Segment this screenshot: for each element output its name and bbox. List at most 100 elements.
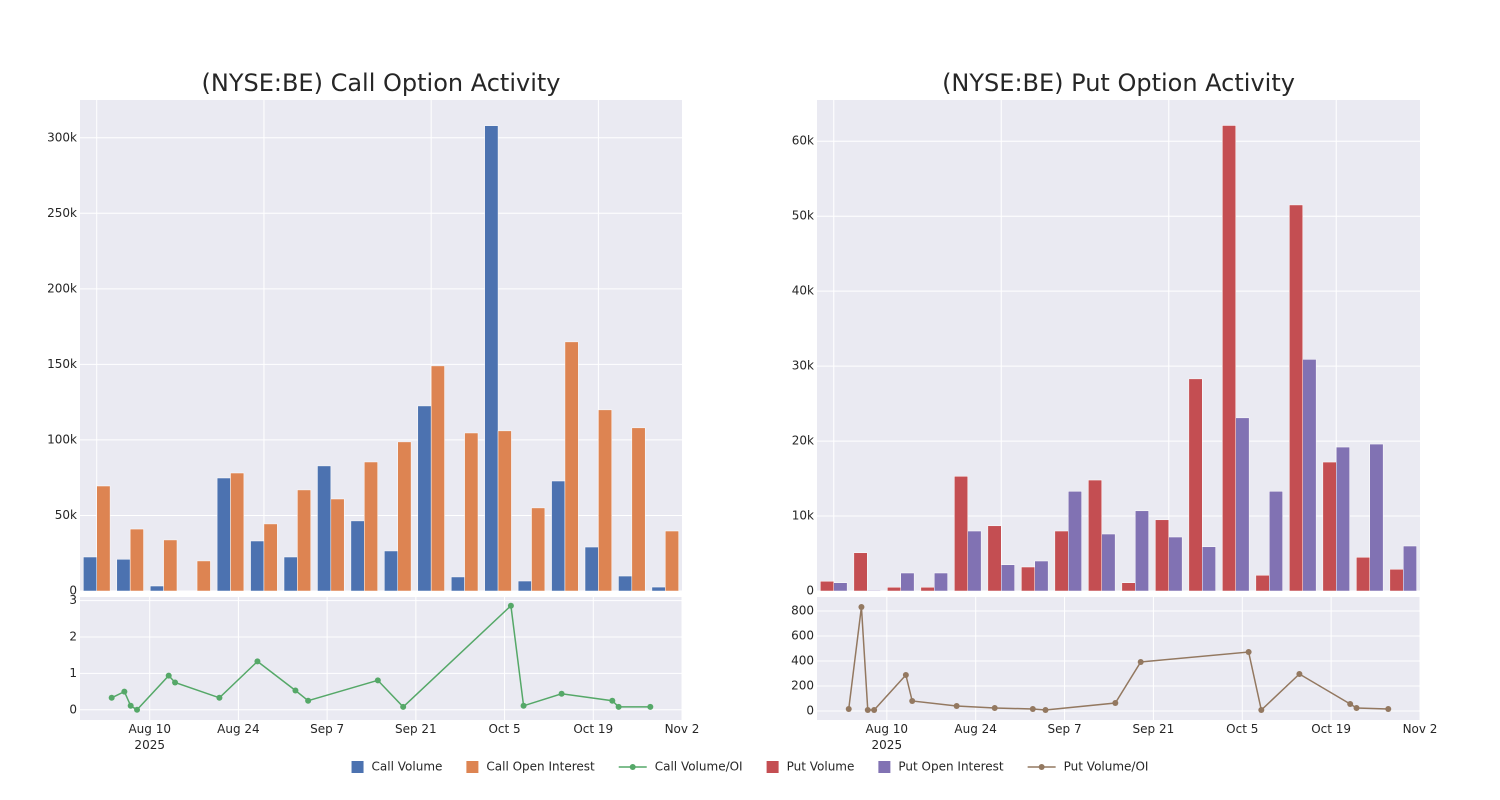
bar bbox=[196, 560, 211, 592]
point bbox=[292, 687, 299, 694]
legend: Call Volume Call Open Interest Call Volume… bbox=[351, 760, 1149, 774]
y-tick-label: 0 bbox=[806, 704, 814, 718]
point bbox=[121, 688, 128, 695]
chart-title: (NYSE:BE) Call Option Activity bbox=[202, 69, 561, 97]
x-tick-label: Nov 2 bbox=[664, 722, 700, 736]
point bbox=[909, 698, 916, 704]
bar bbox=[1202, 546, 1216, 592]
bar bbox=[900, 572, 915, 592]
x-tick-label: Oct 5 bbox=[1226, 722, 1259, 736]
bar bbox=[364, 461, 378, 592]
point bbox=[871, 707, 878, 713]
bar bbox=[867, 590, 881, 592]
bar bbox=[350, 520, 365, 592]
bar bbox=[384, 550, 398, 592]
chart-title: (NYSE:BE) Put Option Activity bbox=[942, 69, 1295, 97]
legend-marker bbox=[1027, 764, 1056, 770]
bar bbox=[1235, 417, 1250, 592]
bar bbox=[430, 365, 445, 592]
bar bbox=[317, 465, 332, 592]
point bbox=[609, 697, 616, 704]
bar bbox=[598, 409, 613, 592]
bar bbox=[464, 432, 479, 592]
x-tick-label: Aug 24 bbox=[217, 722, 260, 736]
bar bbox=[417, 405, 432, 592]
bar bbox=[954, 476, 968, 592]
bar bbox=[1336, 446, 1350, 592]
legend-label: Call Volume/OI bbox=[655, 760, 743, 774]
legend-label: Call Open Interest bbox=[486, 760, 595, 774]
bar bbox=[283, 556, 298, 592]
bar bbox=[1222, 125, 1236, 592]
bar bbox=[497, 430, 512, 592]
point bbox=[1137, 659, 1144, 665]
x-tick-label: Aug 10 2025 bbox=[128, 722, 171, 752]
bar bbox=[665, 530, 679, 592]
point bbox=[1353, 705, 1360, 711]
point bbox=[216, 694, 223, 701]
x-tick-label: Aug 10 2025 bbox=[865, 722, 909, 752]
y-tick-label: 10k bbox=[792, 509, 814, 523]
legend-marker bbox=[618, 764, 647, 770]
legend-dot bbox=[629, 764, 636, 770]
bar bbox=[250, 540, 265, 592]
point bbox=[864, 707, 871, 713]
point bbox=[1042, 707, 1049, 713]
legend-label: Put Volume/OI bbox=[1064, 760, 1149, 774]
legend-label: Call Volume bbox=[372, 760, 443, 774]
point bbox=[127, 702, 134, 709]
point bbox=[1029, 706, 1036, 712]
bar bbox=[1068, 491, 1082, 592]
bar bbox=[484, 125, 499, 592]
plot-area bbox=[817, 100, 1420, 591]
y-tick-label: 0 bbox=[806, 584, 814, 598]
legend-swatch bbox=[466, 761, 479, 773]
point bbox=[1258, 707, 1265, 713]
legend-swatch bbox=[878, 761, 891, 773]
bar bbox=[1054, 530, 1069, 592]
y-tick-label: 800 bbox=[791, 604, 814, 618]
bar bbox=[83, 556, 97, 592]
point bbox=[858, 604, 865, 610]
point bbox=[134, 706, 141, 713]
bar bbox=[397, 441, 412, 592]
bar bbox=[1001, 564, 1015, 592]
bar bbox=[551, 480, 566, 592]
point bbox=[108, 694, 115, 701]
bar bbox=[1034, 560, 1049, 592]
y-tick-label: 300k bbox=[47, 130, 77, 144]
bar bbox=[820, 581, 834, 592]
bar bbox=[517, 580, 532, 592]
bar bbox=[934, 572, 948, 592]
legend-dot bbox=[1038, 764, 1045, 770]
bar bbox=[330, 498, 345, 592]
point bbox=[1245, 649, 1252, 655]
y-tick-label: 200k bbox=[47, 281, 77, 295]
point bbox=[165, 672, 172, 679]
point bbox=[374, 677, 381, 684]
point bbox=[615, 703, 622, 710]
point bbox=[1347, 701, 1354, 707]
bar bbox=[833, 582, 848, 592]
bar bbox=[1289, 204, 1303, 592]
bar bbox=[1168, 536, 1183, 592]
bar bbox=[1389, 569, 1404, 592]
x-tick-label: Oct 19 bbox=[1311, 722, 1352, 736]
bar bbox=[1121, 582, 1136, 592]
plot-area bbox=[817, 597, 1420, 720]
y-tick-label: 100k bbox=[47, 432, 77, 446]
point bbox=[1385, 706, 1392, 712]
bar bbox=[1302, 359, 1317, 592]
x-tick-label: Sep 7 bbox=[310, 722, 345, 736]
bar bbox=[1135, 510, 1149, 592]
bar bbox=[1356, 557, 1370, 592]
bar bbox=[564, 341, 579, 592]
bar bbox=[920, 587, 935, 592]
y-tick-label: 150k bbox=[47, 357, 77, 371]
x-tick-label: Sep 21 bbox=[394, 722, 437, 736]
bar bbox=[1101, 533, 1116, 592]
bar bbox=[1188, 378, 1203, 592]
bar bbox=[1021, 566, 1035, 592]
